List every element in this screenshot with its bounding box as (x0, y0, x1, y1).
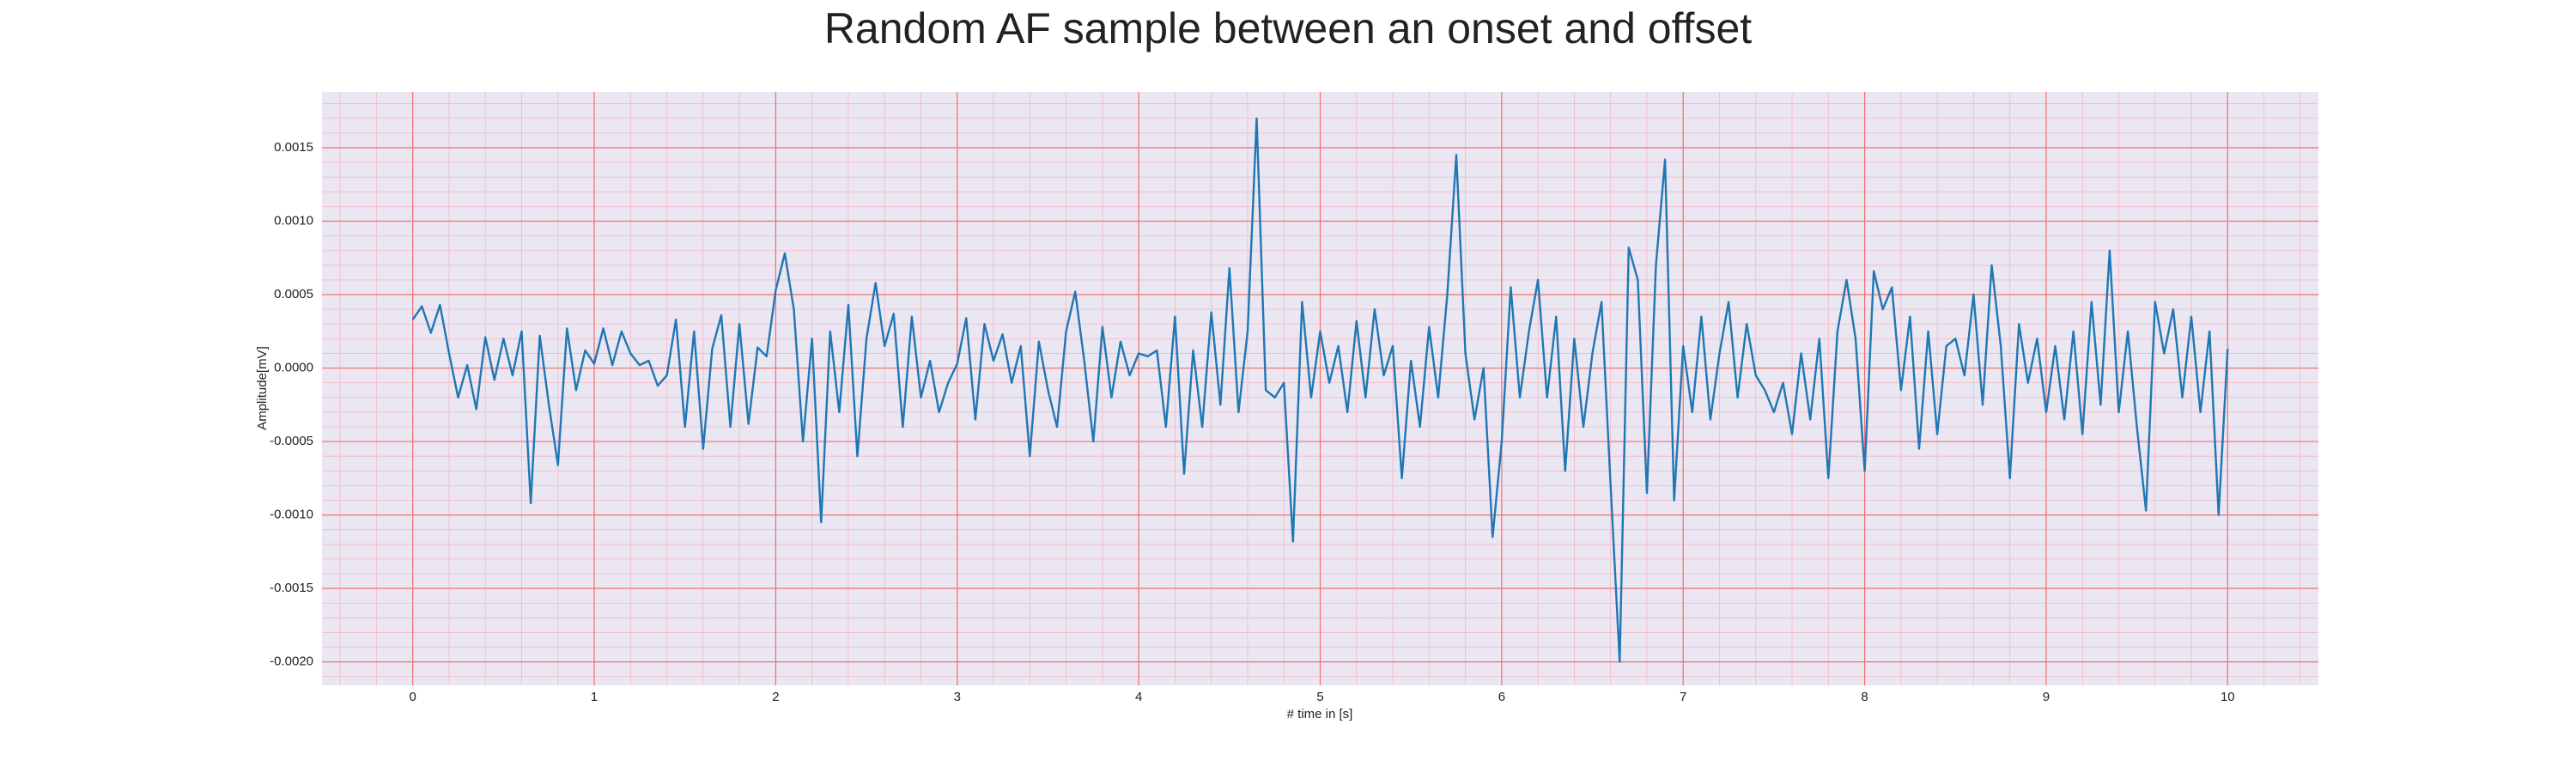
x-tick-label: 5 (1316, 690, 1323, 704)
x-tick-label: 6 (1498, 690, 1505, 704)
x-tick-label: 8 (1861, 690, 1868, 704)
y-tick-label: -0.0020 (270, 654, 313, 669)
y-axis-label: Amplitude[mV] (255, 346, 270, 430)
y-tick-label: -0.0015 (270, 581, 313, 595)
x-tick-label: 0 (410, 690, 416, 704)
y-tick-label: 0.0010 (274, 213, 313, 228)
x-tick-label: 10 (2221, 690, 2235, 704)
x-tick-label: 3 (954, 690, 961, 704)
chart-title: Random AF sample between an onset and of… (824, 4, 1752, 52)
y-tick-label: -0.0010 (270, 508, 313, 522)
y-tick-label: 0.0000 (274, 361, 313, 375)
x-tick-label: 7 (1680, 690, 1686, 704)
y-tick-label: -0.0005 (270, 434, 313, 448)
x-tick-label: 4 (1135, 690, 1142, 704)
x-axis-label: # time in [s] (1287, 707, 1353, 721)
y-tick-label: 0.0005 (274, 287, 313, 301)
x-tick-label: 1 (591, 690, 598, 704)
line-series (411, 117, 2229, 663)
y-tick-label: 0.0015 (274, 140, 313, 155)
x-tick-label: 9 (2043, 690, 2050, 704)
x-tick-label: 2 (772, 690, 779, 704)
